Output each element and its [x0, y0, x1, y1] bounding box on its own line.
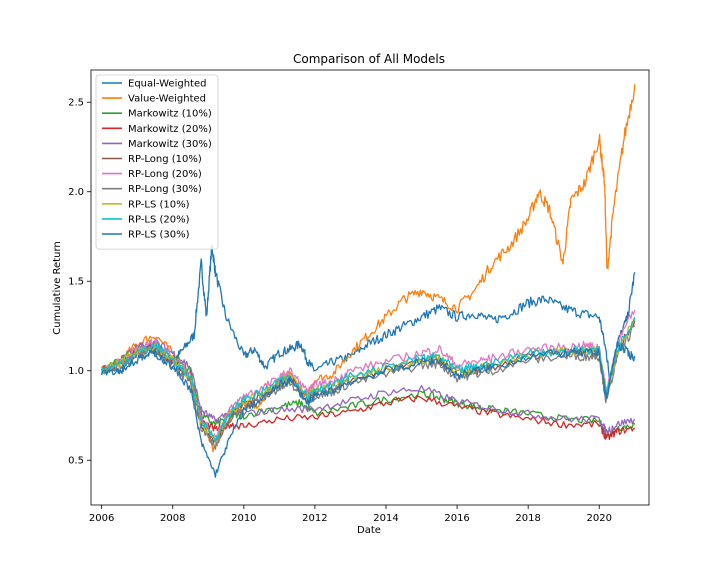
- x-tick-label: 2016: [444, 513, 469, 524]
- legend-label: Markowitz (30%): [128, 139, 212, 150]
- series-line-1: [101, 244, 636, 383]
- x-tick-label: 2020: [587, 513, 612, 524]
- legend-label: RP-Long (20%): [128, 169, 202, 180]
- legend-label: Markowitz (10%): [128, 109, 212, 120]
- y-axis-title: Cumulative Return: [52, 241, 63, 334]
- x-tick-label: 2014: [373, 513, 398, 524]
- x-tick-label: 2012: [302, 513, 327, 524]
- y-tick-label: 1.0: [68, 366, 84, 377]
- chart-title: Comparison of All Models: [293, 52, 445, 66]
- series-layer: [101, 84, 636, 478]
- y-tick-label: 2.0: [68, 187, 84, 198]
- legend-label: RP-LS (30%): [128, 230, 190, 241]
- series-line-8: [101, 325, 636, 450]
- x-tick-label: 2008: [160, 513, 185, 524]
- x-tick-label: 2018: [515, 513, 540, 524]
- legend-label: Markowitz (20%): [128, 124, 212, 135]
- x-axis: 2006 2008 2010 2012 2014 2016 2018 2020: [89, 505, 612, 524]
- legend-label: Value-Weighted: [128, 94, 206, 105]
- legend: Equal-Weighted Value-Weighted Markowitz (1…: [95, 74, 219, 250]
- legend-label: RP-Long (30%): [128, 184, 202, 195]
- legend-label: RP-LS (10%): [128, 199, 190, 210]
- plot-frame: [90, 69, 650, 506]
- legend-box: [95, 74, 219, 250]
- series-line-9: [101, 318, 635, 445]
- legend-label: RP-LS (20%): [128, 214, 190, 225]
- x-tick-label: 2006: [89, 513, 114, 524]
- legend-label: RP-Long (10%): [128, 154, 202, 165]
- x-axis-title: Date: [357, 525, 381, 536]
- legend-label: Equal-Weighted: [128, 79, 206, 90]
- series-line-11: [101, 341, 636, 478]
- y-tick-label: 2.5: [68, 98, 84, 109]
- series-line-10: [101, 316, 636, 443]
- y-tick-label: 0.5: [68, 456, 84, 467]
- x-tick-label: 2010: [231, 513, 256, 524]
- y-axis: 0.5 1.0 1.5 2.0 2.5: [68, 98, 91, 467]
- y-tick-label: 1.5: [68, 277, 84, 288]
